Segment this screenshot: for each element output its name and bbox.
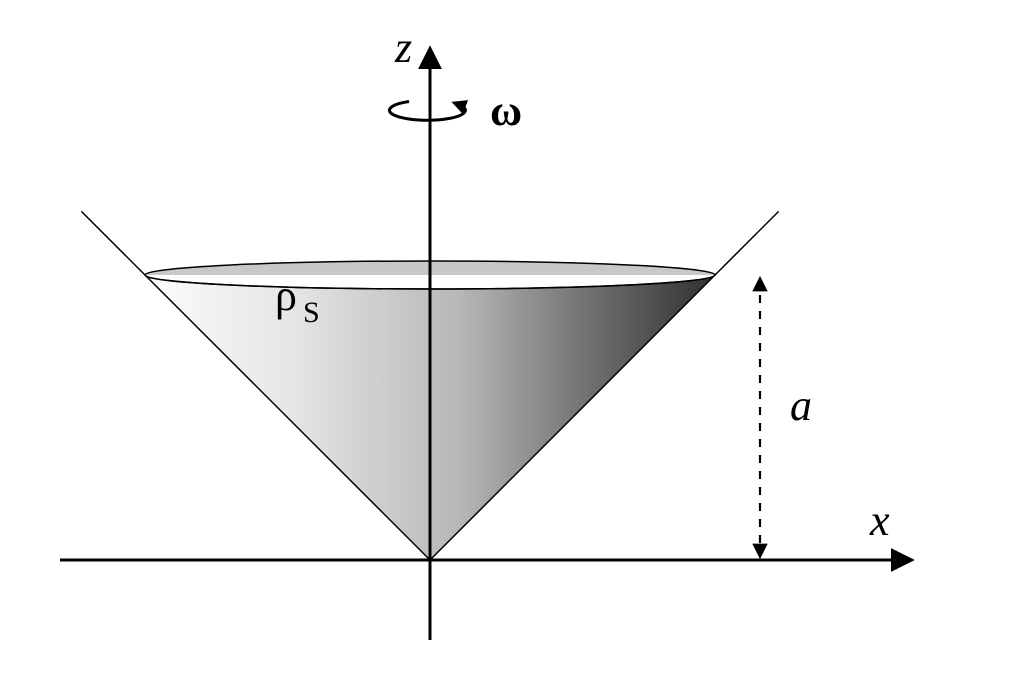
cone-edge-extend-left bbox=[81, 211, 145, 275]
cone-edge-extend-right bbox=[715, 211, 779, 275]
cone-rotation-diagram: z x ω ρ S a bbox=[0, 0, 1024, 688]
z-axis-label: z bbox=[394, 23, 412, 72]
omega-label: ω bbox=[490, 86, 522, 135]
rho-label: ρ bbox=[275, 271, 297, 320]
x-axis-label: x bbox=[869, 496, 890, 545]
rho-subscript-label: S bbox=[303, 296, 320, 329]
dimension-a-label: a bbox=[790, 381, 812, 430]
rotation-arc-icon bbox=[389, 102, 465, 121]
